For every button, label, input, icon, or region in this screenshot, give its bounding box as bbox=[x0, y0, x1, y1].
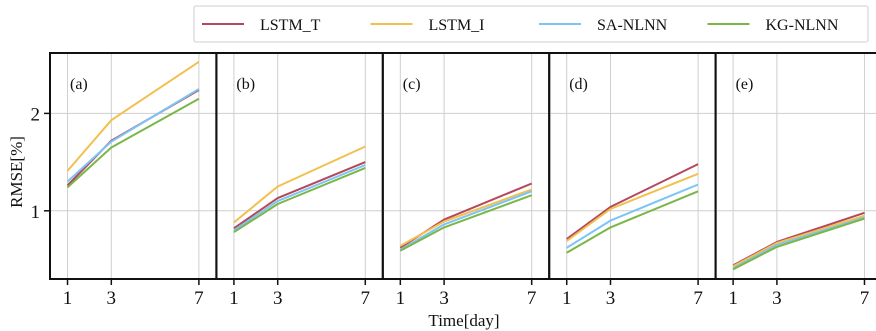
panel-b: 1 3 7 (b) bbox=[215, 52, 384, 309]
panel-label: (a) bbox=[70, 76, 88, 93]
series-line-sa-nlnn bbox=[566, 183, 699, 249]
series-line-kg-nlnn bbox=[732, 217, 865, 271]
series-line-lstm-i bbox=[732, 214, 865, 268]
y-tick-label: 2 bbox=[31, 104, 41, 125]
panel-d: 1 3 7 (d) bbox=[548, 52, 717, 309]
x-tick-label: 1 bbox=[396, 288, 406, 309]
legend-label-kg-nlnn: KG-NLNN bbox=[766, 17, 839, 34]
legend-label-lstm-t: LSTM_T bbox=[260, 17, 321, 34]
legend: LSTM_T LSTM_I SA-NLNN KG-NLNN bbox=[193, 5, 869, 43]
series-line-sa-nlnn bbox=[399, 190, 533, 251]
legend-frame bbox=[193, 5, 869, 43]
x-tick-label: 1 bbox=[728, 288, 738, 309]
x-tick-label: 3 bbox=[772, 288, 782, 309]
x-tick-label: 1 bbox=[229, 288, 239, 309]
panel-label: (b) bbox=[236, 76, 255, 93]
x-tick-label: 3 bbox=[273, 288, 283, 309]
series-line-lstm-i bbox=[233, 145, 366, 224]
panel-e: 1 3 7 (e) bbox=[714, 52, 876, 309]
x-tick-label: 3 bbox=[107, 288, 117, 309]
panel-c: 1 3 7 (c) bbox=[381, 52, 551, 309]
series-line-lstm-i bbox=[66, 60, 200, 172]
series-line-kg-nlnn bbox=[399, 194, 533, 252]
x-tick-label: 1 bbox=[562, 288, 572, 309]
series-line-lstm-i bbox=[399, 188, 533, 247]
legend-label-lstm-i: LSTM_I bbox=[429, 17, 485, 34]
panel-label: (e) bbox=[736, 76, 754, 93]
chart-panels: 1 3 712(a)1 3 7(b)1 3 7(c)1 3 7(d)1 3 7(e) bbox=[31, 52, 876, 309]
x-tick-label: 1 bbox=[63, 288, 73, 309]
series-line-sa-nlnn bbox=[233, 164, 366, 232]
x-tick-label: 7 bbox=[527, 288, 537, 309]
x-tick-label: 3 bbox=[439, 288, 449, 309]
y-axis-label: RMSE[%] bbox=[7, 136, 26, 208]
x-tick-label: 3 bbox=[606, 288, 616, 309]
panel-label: (d) bbox=[569, 76, 588, 93]
series-line-kg-nlnn bbox=[233, 166, 366, 234]
series-line-lstm-t bbox=[233, 161, 366, 230]
x-tick-label: 7 bbox=[860, 288, 870, 309]
panel-a: 1 3 712(a) bbox=[31, 52, 218, 309]
series-line-kg-nlnn bbox=[566, 190, 699, 254]
series-line-lstm-i bbox=[566, 172, 699, 242]
panel-label: (c) bbox=[403, 76, 421, 93]
series-line-sa-nlnn bbox=[732, 216, 865, 270]
x-tick-label: 7 bbox=[693, 288, 703, 309]
series-line-lstm-t bbox=[66, 89, 200, 187]
x-tick-label: 7 bbox=[194, 288, 204, 309]
panel-frame bbox=[714, 52, 876, 280]
series-line-lstm-t bbox=[566, 163, 699, 240]
y-tick-label: 1 bbox=[31, 202, 41, 223]
legend-label-sa-nlnn: SA-NLNN bbox=[597, 17, 668, 34]
series-line-kg-nlnn bbox=[66, 97, 200, 189]
x-tick-label: 7 bbox=[361, 288, 371, 309]
x-axis-label: Time[day] bbox=[428, 311, 499, 330]
series-line-sa-nlnn bbox=[66, 88, 200, 183]
